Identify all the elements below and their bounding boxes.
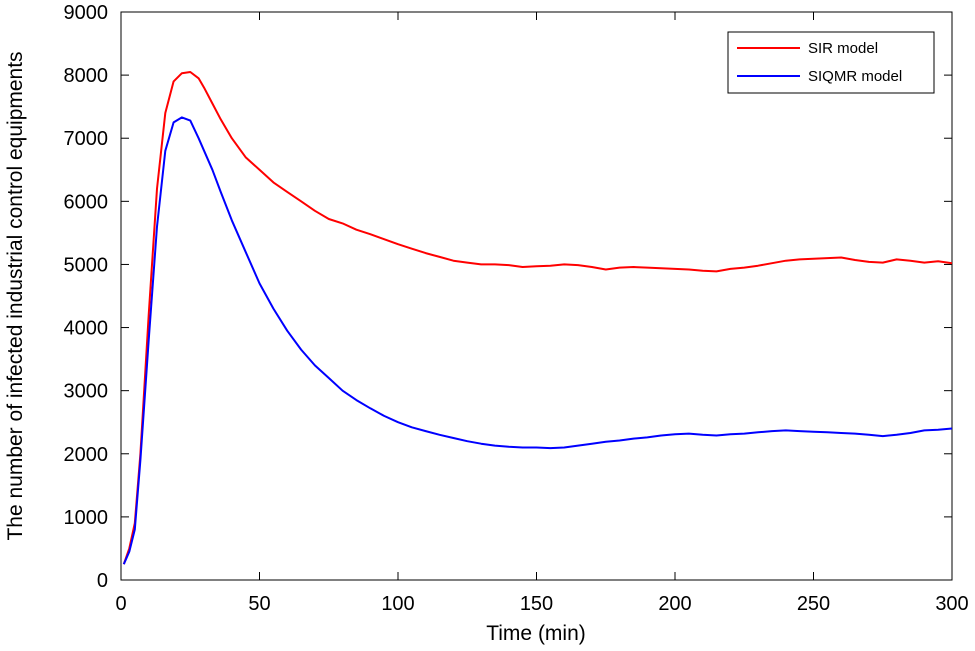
y-tick-label: 5000 bbox=[64, 254, 109, 276]
y-tick-label: 8000 bbox=[64, 65, 109, 87]
x-tick-label: 0 bbox=[115, 593, 126, 615]
y-axis-title: The number of infected industrial contro… bbox=[4, 51, 27, 540]
series-line-siqmr bbox=[122, 116, 953, 565]
x-tick-label: 150 bbox=[520, 593, 553, 615]
tick-labels: 0 50 100 150 200 250 3000100020003000400050006… bbox=[64, 2, 969, 615]
x-tick-label: 300 bbox=[935, 593, 968, 615]
series-layer bbox=[122, 71, 953, 565]
legend-label-siqmr: SIQMR model bbox=[808, 68, 902, 85]
plot-area bbox=[120, 11, 953, 581]
x-tick-label: 100 bbox=[381, 593, 414, 615]
legend: SIR model SIQMR model bbox=[727, 31, 935, 94]
legend-label-sir: SIR model bbox=[808, 40, 878, 57]
x-axis-title: Time (min) bbox=[486, 622, 586, 645]
y-tick-label: 9000 bbox=[64, 2, 109, 24]
series-line-sir bbox=[122, 71, 953, 565]
legend-box bbox=[727, 31, 935, 94]
tick-marks bbox=[120, 11, 953, 581]
y-tick-label: 6000 bbox=[64, 191, 109, 213]
y-tick-label: 7000 bbox=[64, 128, 109, 150]
y-tick-label: 2000 bbox=[64, 444, 109, 466]
x-tick-label: 250 bbox=[797, 593, 830, 615]
y-tick-label: 4000 bbox=[64, 318, 109, 340]
x-tick-label: 200 bbox=[658, 593, 691, 615]
x-tick-label: 50 bbox=[248, 593, 270, 615]
y-tick-label: 3000 bbox=[64, 381, 109, 403]
y-tick-label: 1000 bbox=[64, 507, 109, 529]
y-tick-label: 0 bbox=[97, 570, 108, 592]
